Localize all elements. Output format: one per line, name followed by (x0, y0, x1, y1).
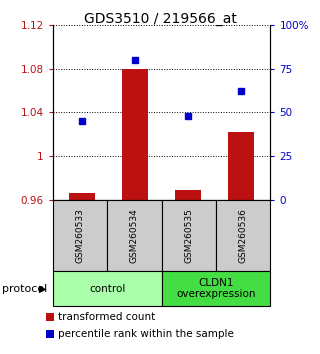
Text: GSM260533: GSM260533 (76, 208, 84, 263)
Text: GSM260535: GSM260535 (184, 208, 193, 263)
Text: control: control (89, 284, 125, 293)
Bar (122, 69, 148, 200)
Text: GSM260534: GSM260534 (130, 208, 139, 263)
Text: GSM260536: GSM260536 (239, 208, 248, 263)
Bar (175, 190, 201, 200)
Text: protocol: protocol (2, 284, 47, 293)
Text: transformed count: transformed count (58, 312, 155, 322)
Text: ▶: ▶ (39, 284, 47, 293)
Text: CLDN1
overexpression: CLDN1 overexpression (176, 278, 256, 299)
Bar (69, 193, 95, 200)
Text: percentile rank within the sample: percentile rank within the sample (58, 329, 234, 339)
Text: GDS3510 / 219566_at: GDS3510 / 219566_at (84, 12, 236, 27)
Bar (228, 132, 254, 200)
